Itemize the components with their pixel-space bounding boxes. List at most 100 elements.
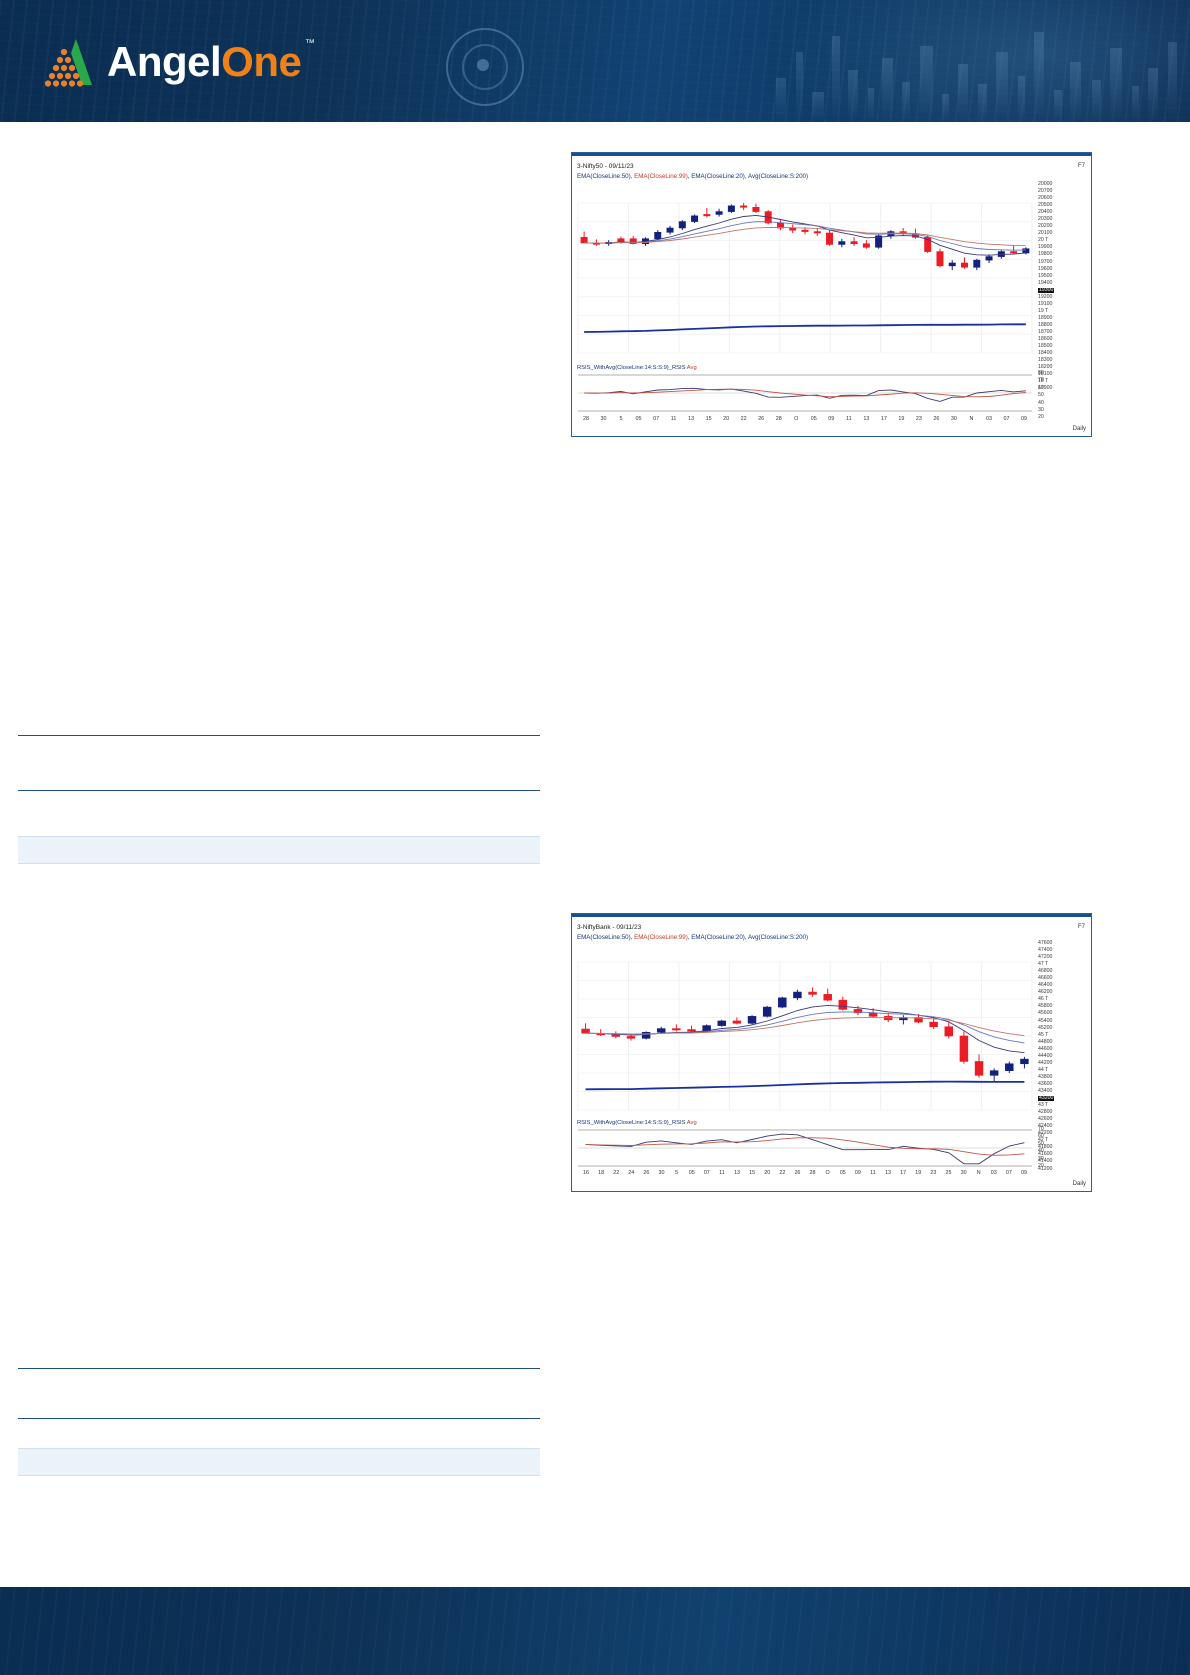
divider-bottom-2 — [18, 1418, 540, 1419]
date-tick: 30 — [658, 1170, 665, 1176]
price-tick: 18 T — [1038, 378, 1049, 385]
price-tick: 46 T — [1038, 996, 1049, 1003]
date-tick: 20 — [764, 1170, 771, 1176]
date-tick: 03 — [990, 1170, 997, 1176]
price-tick: 41600 — [1038, 1151, 1053, 1158]
legend-ema50: EMA(CloseLine:50) — [577, 173, 631, 180]
trademark-symbol: ™ — [304, 38, 315, 49]
date-axis-nifty50: 28 30 5 05 07 11 13 15 20 22 26 28 O 05 09 11 13 17 19 23 26… — [572, 416, 1032, 426]
highlight-band-2 — [18, 1448, 540, 1476]
text-line — [18, 198, 540, 209]
date-tick: 30 — [960, 1170, 967, 1176]
date-tick: 09 — [828, 416, 835, 422]
rsi-tick: 30 — [1038, 1155, 1044, 1162]
text-line — [18, 138, 540, 149]
rsi-label-main: RSIS_WithAvg(CloseLine:14:S:S:9)_RSIS — [577, 365, 686, 371]
date-tick: 26 — [794, 1170, 801, 1176]
price-tick: 18400 — [1038, 350, 1053, 357]
text-line — [18, 158, 540, 169]
price-axis-nifty50: 20000 20700 20600 20500 20400 20300 20200 20100… — [1038, 181, 1055, 393]
price-tick: 47200 — [1038, 954, 1053, 961]
angel-one-triangle-logo-icon — [42, 37, 94, 87]
price-tick: 20400 — [1038, 209, 1053, 216]
price-tick: 44 T — [1038, 1066, 1049, 1073]
chart-legend-nifty50: EMA(CloseLine:50), EMA(CloseLine:99), EM… — [577, 173, 809, 180]
price-tick: 20 T — [1038, 237, 1049, 244]
rsi-scale-niftybank: 70 60 50 40 30 20 — [1038, 1126, 1044, 1171]
price-tick: 45 T — [1038, 1031, 1049, 1038]
chart-top-border — [572, 153, 1091, 156]
chart-nifty50: 3-Nifty50 - 09/11/23 EMA(CloseLine:50), … — [571, 152, 1092, 437]
rsi-label-avg: Avg — [686, 1120, 697, 1126]
legend-ema50: EMA(CloseLine:50) — [577, 934, 631, 941]
divider-bottom-1 — [18, 790, 540, 791]
date-tick: 17 — [880, 416, 887, 422]
price-tick: 45600 — [1038, 1010, 1053, 1017]
current-price-badge: 43200 — [1038, 1095, 1055, 1102]
date-tick: 11 — [670, 416, 677, 422]
date-tick: 26 — [643, 1170, 650, 1176]
price-tick: 42400 — [1038, 1123, 1053, 1130]
rsi-label-avg: Avg — [686, 365, 697, 371]
date-tick: 18 — [598, 1170, 605, 1176]
chart-interval-niftybank: Daily — [1072, 1181, 1086, 1187]
rsi-label-main: RSIS_WithAvg(CloseLine:14:S:S:9)_RSIS — [577, 1120, 686, 1126]
price-tick: 46600 — [1038, 975, 1053, 982]
rsi-tick: 20 — [1038, 414, 1044, 421]
date-tick: 23 — [915, 416, 922, 422]
date-tick: 07 — [653, 416, 660, 422]
date-tick: 23 — [930, 1170, 937, 1176]
price-tick: 42 T — [1038, 1137, 1049, 1144]
text-line — [18, 178, 540, 189]
date-tick: 09 — [1021, 1170, 1027, 1176]
date-tick: 30 — [950, 416, 957, 422]
price-tick: 18900 — [1038, 314, 1053, 321]
date-tick: 16 — [583, 1170, 589, 1176]
price-tick: 18600 — [1038, 336, 1053, 343]
date-tick: 05 — [839, 1170, 846, 1176]
price-tick: 18300 — [1038, 357, 1053, 364]
date-tick: 11 — [719, 1170, 725, 1176]
rsi-tick: 70 — [1038, 377, 1044, 384]
price-tick: 44800 — [1038, 1038, 1053, 1045]
rsi-tick: 70 — [1038, 1126, 1044, 1132]
date-tick: 26 — [758, 416, 765, 422]
rsi-tick: 80 — [1038, 370, 1044, 376]
page-header-banner: AngelOne ™ — [0, 0, 1190, 122]
date-tick: 03 — [985, 416, 992, 422]
chart-legend-niftybank: EMA(CloseLine:50), EMA(CloseLine:99), EM… — [577, 934, 809, 941]
date-tick: 19 — [915, 1170, 922, 1176]
rsi-label-niftybank: RSIS_WithAvg(CloseLine:14:S:S:9)_RSIS Av… — [577, 1120, 697, 1126]
date-tick: 28 — [583, 416, 589, 422]
date-tick: 24 — [628, 1170, 635, 1176]
left-content-column — [18, 138, 540, 258]
rsi-scale-nifty50: 80 70 60 50 40 30 20 — [1038, 370, 1044, 423]
price-tick: 20200 — [1038, 223, 1053, 230]
price-tick: 19300 — [1038, 287, 1055, 295]
date-tick: 07 — [1003, 416, 1010, 422]
price-tick: 44200 — [1038, 1059, 1053, 1066]
price-tick: 19400 — [1038, 279, 1053, 286]
chart-corner-label-nifty50: F7 — [1077, 163, 1085, 169]
price-tick: 44400 — [1038, 1052, 1053, 1059]
chart-niftybank: 3-NiftyBank - 09/11/23 EMA(CloseLine:50)… — [571, 913, 1092, 1192]
banner-ring-graphic — [446, 28, 524, 106]
price-tick: 19600 — [1038, 265, 1053, 272]
price-tick: 20300 — [1038, 216, 1053, 223]
price-tick: 44600 — [1038, 1045, 1053, 1052]
chart-interval-nifty50: Daily — [1072, 426, 1086, 432]
date-tick: 22 — [613, 1170, 620, 1176]
price-tick: 43 T — [1038, 1102, 1049, 1109]
date-tick: 5 — [619, 416, 623, 422]
price-tick: 41800 — [1038, 1144, 1053, 1151]
price-tick: 43800 — [1038, 1073, 1053, 1080]
price-tick: 46200 — [1038, 989, 1053, 996]
rsi-tick: 60 — [1038, 384, 1044, 391]
price-tick: 20700 — [1038, 188, 1053, 195]
date-tick: 11 — [870, 1170, 876, 1176]
price-tick: 20500 — [1038, 202, 1053, 209]
brand-wordmark: AngelOne ™ — [107, 38, 315, 85]
brand-name-angel: Angel — [107, 38, 222, 85]
price-tick: 20100 — [1038, 230, 1053, 237]
price-tick: 18800 — [1038, 321, 1053, 328]
